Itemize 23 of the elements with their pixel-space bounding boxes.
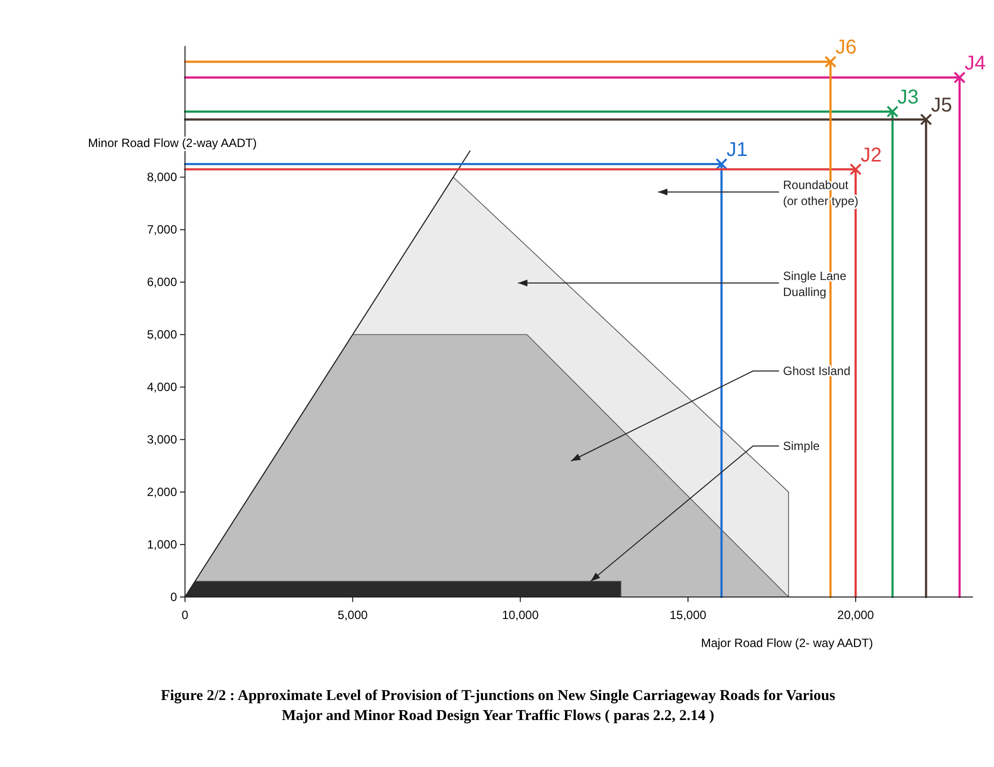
y-tick-label: 8,000 [146, 170, 178, 184]
series-label: J5 [931, 94, 952, 116]
series-label: J1 [726, 139, 748, 162]
text: Figure 2/2 : Approximate Level of Provision of T-junctions on New Single Carriageway Roads for Various Major and Minor Road Design Year Traffic Flows ( paras 2.2, 2.14 ) [160, 688, 836, 724]
annotation: Simple [783, 439, 820, 453]
y-tick-label: 2,000 [146, 485, 178, 500]
x-axis-title: Major Road Flow (2- way AADT) [700, 636, 873, 650]
y-tick-label: 5,000 [146, 328, 178, 342]
series-label: J2 [860, 144, 882, 166]
x-tick-label: 10,000 [502, 608, 539, 622]
x-tick-label: 0 [182, 608, 189, 622]
y-tick-label: 6,000 [146, 275, 178, 290]
x-tick-label: 15,000 [670, 608, 707, 622]
x-tick-label: 5,000 [338, 608, 368, 622]
x-tick-label: 20,000 [837, 608, 874, 622]
y-tick-label: 0 [170, 590, 178, 604]
y-tick-label: 1,000 [146, 538, 178, 552]
series-label: J4 [964, 52, 986, 74]
series-label: J3 [898, 86, 919, 109]
y-tick-label: 3,000 [146, 432, 178, 447]
y-tick-label: 7,000 [146, 222, 178, 237]
y-tick-label: 4,000 [146, 380, 178, 394]
series-label: J6 [835, 36, 857, 59]
